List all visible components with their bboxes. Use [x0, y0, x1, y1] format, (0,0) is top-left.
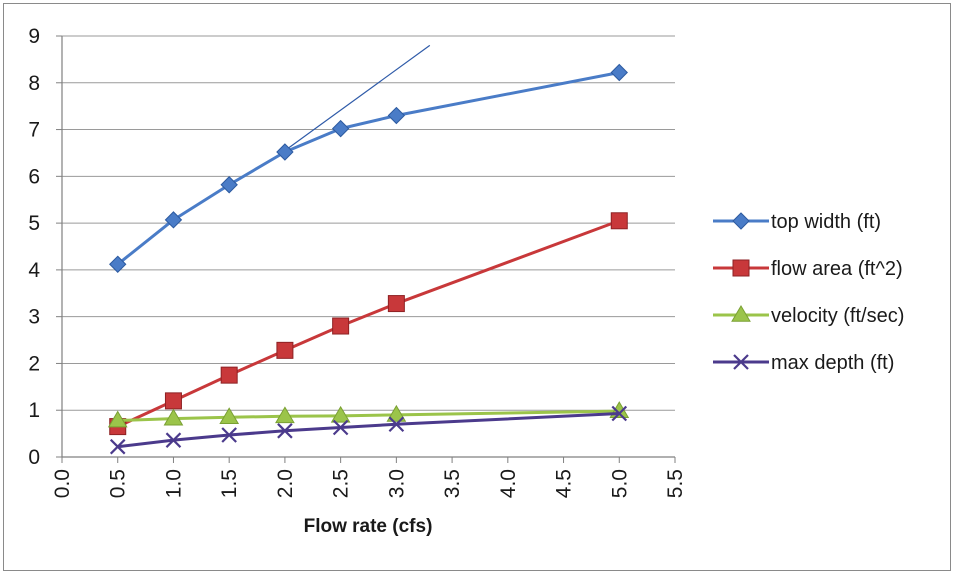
data-point-4 — [109, 438, 126, 455]
y-tick-label: 3 — [28, 306, 40, 329]
x-tick-label: 5.0 — [608, 469, 631, 498]
marker-stroke — [109, 438, 126, 455]
series — [107, 63, 630, 455]
legend-marker — [732, 212, 750, 230]
x-tick-label: 4.5 — [553, 469, 576, 498]
annotation-line — [284, 44, 431, 152]
data-point-3 — [219, 407, 240, 425]
x-tick-label: 2.5 — [330, 469, 353, 498]
legend-marker — [733, 354, 749, 370]
y-tick-label: 5 — [28, 212, 40, 235]
axes: 0 1 2 3 4 5 6 7 8 9 0.0 0.5 1.0 1.5 2.0 2.5 3.0 3.5 4.0 4.5… — [28, 25, 687, 498]
data-point-3 — [163, 408, 184, 426]
marker-stroke — [165, 432, 182, 448]
data-point-2 — [276, 341, 294, 359]
y-tick-label: 6 — [28, 165, 40, 188]
data-point-1 — [331, 119, 350, 138]
marker-stroke — [221, 427, 237, 443]
series-line-2 — [117, 219, 620, 428]
data-point-1 — [276, 143, 294, 161]
data-point-2 — [610, 212, 628, 230]
data-point-4 — [277, 423, 293, 439]
x-tick-label: 3.5 — [441, 469, 464, 498]
y-tick-label: 4 — [28, 259, 40, 282]
legend-marker — [731, 305, 751, 322]
x-axis-title: Flow rate (cfs) — [304, 516, 433, 537]
y-tick-label: 9 — [28, 25, 40, 48]
marker-stroke — [611, 405, 628, 422]
data-point-2 — [332, 317, 350, 335]
legend-marker — [732, 259, 750, 277]
data-point-2 — [220, 366, 238, 384]
data-point-3 — [275, 406, 295, 424]
x-tick-label: 1.0 — [162, 469, 185, 498]
data-point-4 — [165, 432, 182, 448]
data-point-4 — [611, 405, 628, 422]
data-point-1 — [387, 106, 406, 125]
data-point-1 — [220, 176, 238, 194]
x-tick-label: 0.0 — [51, 469, 74, 498]
y-tick-label: 7 — [28, 119, 40, 142]
y-tick-label: 1 — [28, 399, 40, 422]
legend-label: flow area (ft^2) — [771, 258, 903, 280]
series-line-1 — [116, 71, 620, 266]
data-point-4 — [388, 416, 405, 433]
legend-label: top width (ft) — [771, 211, 881, 233]
x-tick-label: 2.0 — [274, 469, 297, 498]
legend-label: max depth (ft) — [771, 352, 894, 374]
data-point-2 — [164, 392, 182, 410]
x-tick-label: 4.0 — [497, 469, 520, 498]
marker-stroke — [277, 423, 293, 439]
data-point-3 — [107, 410, 128, 428]
chart-frame — [3, 3, 951, 571]
y-tick-label: 0 — [28, 446, 40, 469]
marker-stroke — [332, 419, 349, 436]
data-point-3 — [386, 404, 407, 422]
y-tick-label: 8 — [28, 72, 40, 95]
marker-stroke — [733, 354, 749, 370]
legend: top width (ft) flow area (ft^2) velocity (… — [713, 211, 904, 374]
grid — [62, 35, 675, 411]
annotations — [284, 44, 431, 152]
data-point-4 — [221, 427, 237, 443]
x-tick-label: 3.0 — [385, 469, 408, 498]
marker-stroke — [388, 416, 405, 433]
data-point-2 — [387, 295, 405, 313]
data-point-1 — [164, 211, 183, 229]
x-tick-label: 5.5 — [664, 469, 687, 498]
legend-label: velocity (ft/sec) — [771, 305, 904, 327]
data-point-3 — [330, 405, 351, 423]
data-point-1 — [610, 63, 628, 82]
data-point-1 — [109, 255, 127, 273]
y-tick-label: 2 — [28, 352, 40, 375]
x-tick-label: 0.5 — [107, 469, 130, 498]
data-point-4 — [332, 419, 349, 436]
x-tick-label: 1.5 — [218, 469, 241, 498]
